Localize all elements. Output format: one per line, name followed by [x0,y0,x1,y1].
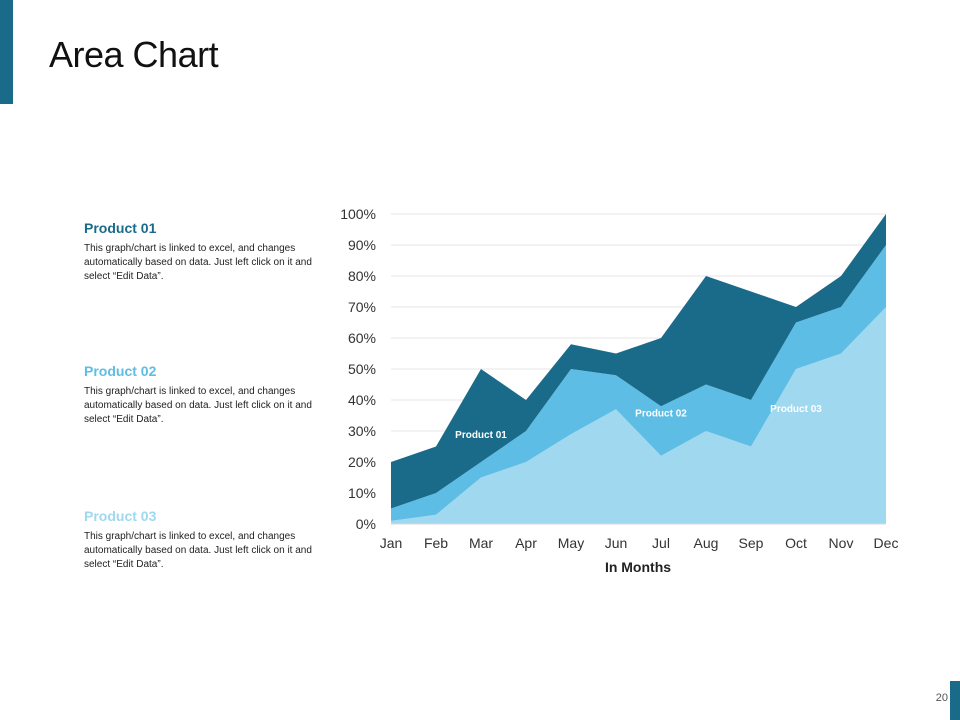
series-data-label: Product 03 [770,404,822,415]
footer-accent-bar [950,681,960,720]
y-tick-label: 50% [348,361,376,377]
legend-title: Product 01 [84,220,157,236]
y-tick-label: 90% [348,237,376,253]
y-tick-label: 10% [348,485,376,501]
legend-description: This graph/chart is linked to excel, and… [84,386,312,425]
x-tick-label: Aug [694,535,719,551]
y-tick-label: 0% [356,516,376,532]
x-tick-label: Sep [739,535,764,551]
x-axis-title: In Months [605,559,671,575]
x-tick-label: Dec [874,535,899,551]
area-series-product-03 [391,307,886,524]
area-series-product-01 [391,214,886,509]
legend-title: Product 02 [84,363,157,379]
x-tick-label: Jul [652,535,670,551]
legend-description: This graph/chart is linked to excel, and… [84,531,312,570]
x-tick-label: Mar [469,535,493,551]
y-tick-label: 40% [348,392,376,408]
series-data-label: Product 02 [635,408,687,419]
y-tick-label: 70% [348,299,376,315]
y-tick-label: 100% [340,206,376,222]
legend-product-03: Product 03 This graph/chart is linked to… [84,508,314,572]
x-tick-label: Nov [829,535,854,551]
x-tick-label: Jan [380,535,403,551]
x-tick-label: Oct [785,535,807,551]
area-series-product-02 [391,245,886,521]
series-data-label: Product 01 [455,430,507,441]
title-accent-bar [0,0,13,104]
y-tick-label: 20% [348,454,376,470]
legend-product-02: Product 02 This graph/chart is linked to… [84,363,314,427]
y-tick-label: 60% [348,330,376,346]
legend-description: This graph/chart is linked to excel, and… [84,243,312,282]
x-tick-label: Jun [605,535,628,551]
x-tick-label: Feb [424,535,448,551]
legend-product-01: Product 01 This graph/chart is linked to… [84,220,314,284]
page-title: Area Chart [49,34,219,75]
y-tick-label: 30% [348,423,376,439]
x-tick-label: May [558,535,584,551]
y-tick-label: 80% [348,268,376,284]
page-number: 20 [935,692,948,704]
x-tick-label: Apr [515,535,537,551]
legend-title: Product 03 [84,508,157,524]
